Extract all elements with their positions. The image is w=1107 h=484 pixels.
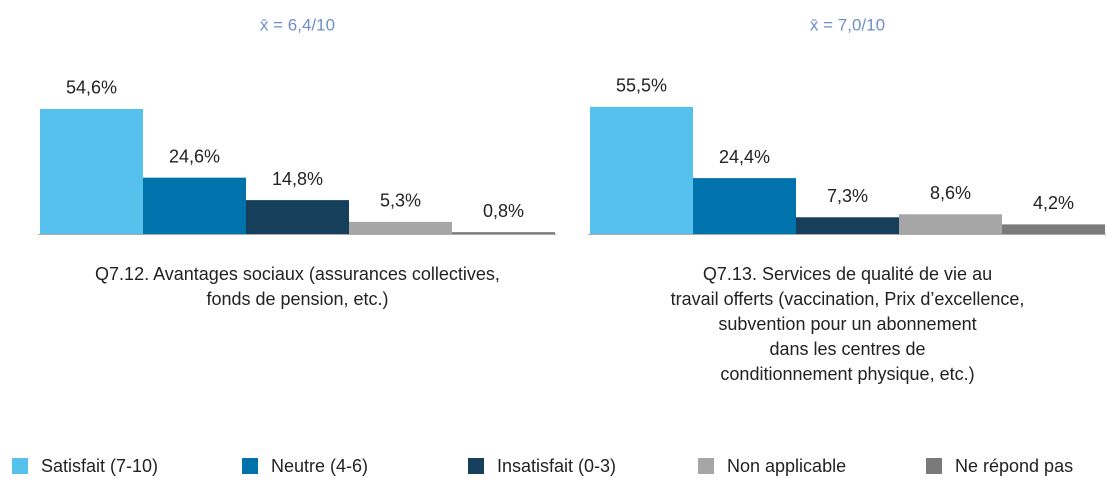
legend-swatch [468,458,484,474]
value-label: 14,8% [272,169,323,189]
legend-label: Ne répond pas [955,456,1073,476]
legend-swatch [12,458,28,474]
bar [590,106,693,234]
legend-label: Insatisfait (0-3) [497,456,616,476]
bar [246,200,349,234]
bar [796,217,899,234]
value-label: 5,3% [380,191,421,211]
value-label: 55,5% [616,76,667,96]
category-label: Q7.12. Avantages sociaux (assurances col… [95,264,500,309]
bar [899,214,1002,234]
bar [40,108,143,234]
value-label: 0,8% [483,201,524,221]
category-label: Q7.13. Services de qualité de vie au tra… [670,264,1025,384]
bar [1002,224,1105,234]
bar [349,221,452,234]
legend-label: Non applicable [727,456,846,476]
value-label: 4,2% [1033,193,1074,213]
value-label: 54,6% [66,78,117,98]
mean-label: x̄ = 6,4/10 [260,15,335,34]
bar [452,232,555,234]
value-label: 8,6% [930,183,971,203]
legend-swatch [242,458,258,474]
legend-label: Satisfait (7-10) [41,456,158,476]
bar [693,178,796,234]
legend-swatch [698,458,714,474]
value-label: 24,6% [169,146,220,166]
mean-label: x̄ = 7,0/10 [810,15,885,34]
value-label: 24,4% [719,147,770,167]
legend-swatch [926,458,942,474]
value-label: 7,3% [827,186,868,206]
legend-label: Neutre (4-6) [271,456,368,476]
bar [143,177,246,234]
